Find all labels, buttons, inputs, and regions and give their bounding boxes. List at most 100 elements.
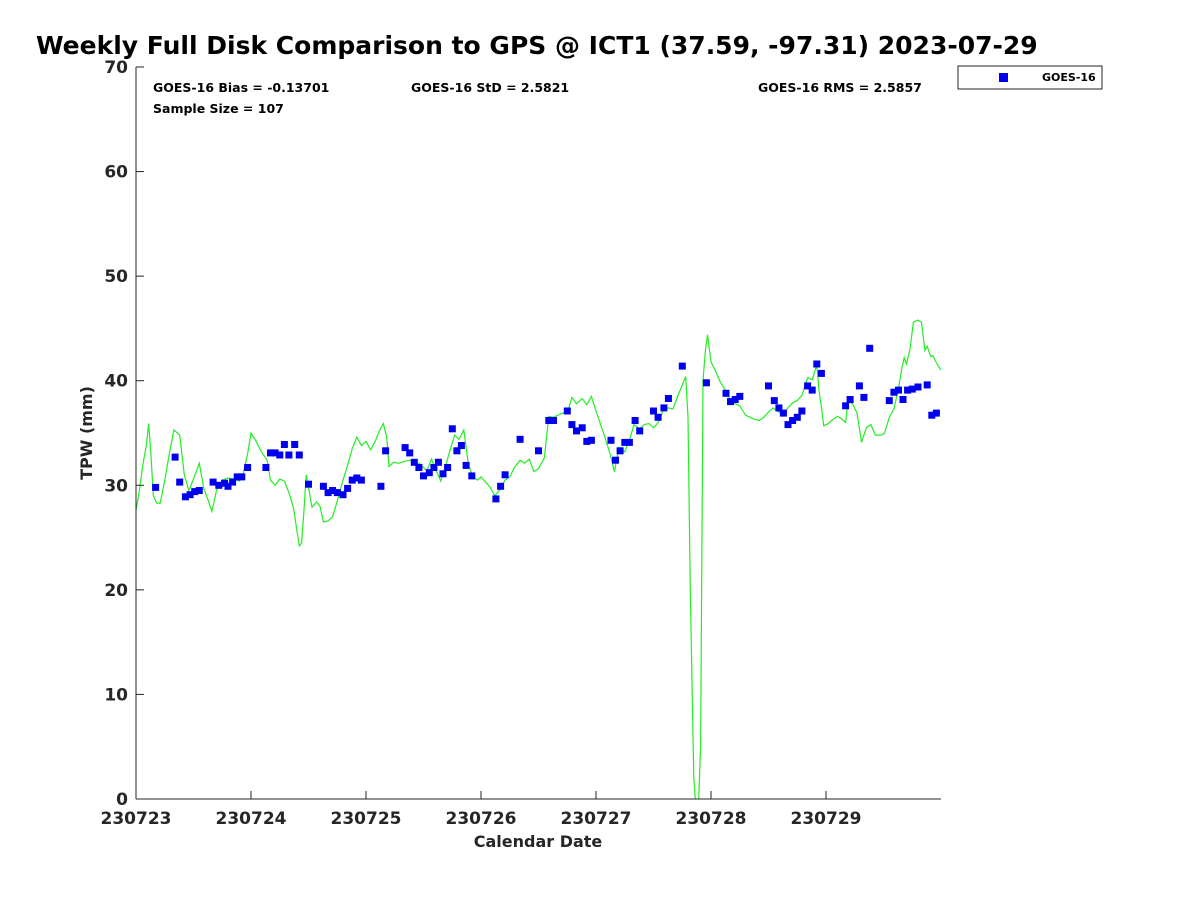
x-tick-label: 230725 [331, 809, 402, 829]
goes-16-point [305, 480, 312, 488]
goes-16-point [181, 493, 189, 501]
goes-16-point [357, 476, 365, 484]
goes-16-point [430, 464, 438, 471]
goes-16-point [770, 397, 778, 405]
goes-16-point [775, 404, 783, 412]
plot-background [136, 67, 941, 799]
goes-16-point [425, 469, 433, 477]
x-axis-ticks: 230723 230724 230725 230726 230727 230728 2307… [101, 791, 862, 829]
goes-16-point [233, 473, 241, 481]
goes-16-point [453, 447, 461, 455]
goes-16-point [631, 417, 639, 424]
goes-16-point [583, 437, 591, 445]
goes-16-point [804, 382, 812, 390]
goes-16-point [731, 396, 739, 403]
y-tick-label: 60 [104, 163, 128, 183]
goes-16-point [908, 385, 916, 393]
goes-16-point [229, 478, 237, 486]
goes-16-point [382, 447, 390, 455]
y-axis-ticks: 0 10 20 30 40 50 60 70 [104, 58, 144, 810]
x-tick-label: 230723 [101, 809, 172, 829]
goes-16-point [444, 464, 452, 471]
goes-16-point [660, 404, 668, 412]
y-tick-label: 10 [104, 685, 128, 705]
goes-16-point [267, 449, 274, 457]
goes-16-point [195, 487, 203, 494]
goes-16-point [406, 449, 414, 457]
sample-size-stat: Sample Size = 107 [153, 101, 284, 116]
goes-16-point [224, 482, 232, 490]
goes-16-point [415, 464, 423, 471]
y-tick-label: 40 [104, 372, 128, 392]
goes-16-point [664, 395, 672, 402]
goes-16-point [784, 421, 792, 429]
goes-16-point [621, 438, 629, 446]
goes-16-point [152, 483, 160, 491]
goes-16-point [736, 392, 744, 400]
goes-16-point [612, 456, 619, 464]
legend: GOES-16 [957, 65, 1103, 90]
goes-16-point [928, 411, 936, 419]
goes-16-point [855, 382, 863, 390]
goes-16-point [765, 382, 772, 390]
goes-16-point [244, 464, 252, 471]
goes-16-point [457, 442, 465, 449]
goes-16-point [420, 472, 427, 480]
goes-16-point [271, 449, 279, 457]
rms-stat: GOES-16 RMS = 2.5857 [758, 80, 922, 95]
goes-16-point [678, 362, 686, 370]
goes-16-point [344, 484, 352, 492]
goes-16-point [890, 388, 898, 396]
goes-16-point [516, 435, 524, 443]
goes-16-point [276, 451, 284, 459]
y-tick-label: 20 [104, 581, 128, 601]
goes-16-series [152, 344, 940, 503]
goes-16-point [377, 482, 385, 490]
goes-16-point [587, 436, 595, 444]
legend-marker [999, 73, 1008, 82]
goes-16-point [468, 472, 476, 480]
goes-16-point [798, 407, 806, 415]
goes-16-point [914, 383, 922, 391]
goes-16-point [625, 438, 633, 446]
goes-16-point [333, 489, 341, 497]
goes-16-point [904, 386, 912, 394]
y-tick-label: 50 [104, 267, 128, 287]
goes-16-point [492, 495, 500, 503]
x-tick-label: 230729 [791, 809, 862, 829]
goes-16-point [578, 424, 586, 432]
goes-16-point [501, 471, 509, 479]
y-tick-label: 0 [116, 790, 128, 810]
goes-16-point [339, 491, 347, 499]
goes-16-point [280, 441, 288, 448]
legend-label: GOES-16 [1042, 71, 1096, 84]
bias-stat: GOES-16 Bias = -0.13701 [153, 80, 329, 95]
goes-16-point [497, 482, 505, 490]
goes-16-point [885, 397, 893, 405]
goes-16-point [410, 458, 418, 466]
goes-16-point [462, 461, 470, 469]
axes [135, 67, 941, 800]
y-tick-label: 70 [104, 58, 128, 78]
goes-16-point [923, 381, 931, 389]
goes-16-point [348, 476, 356, 484]
goes-16-point [563, 407, 571, 415]
y-tick-label: 30 [104, 476, 128, 496]
goes-16-point [899, 396, 907, 403]
goes-16-point [573, 427, 580, 435]
goes-16-point [817, 369, 825, 377]
x-tick-label: 230728 [676, 809, 747, 829]
x-tick-label: 230727 [561, 809, 632, 829]
goes-16-point [353, 474, 361, 482]
std-stat: GOES-16 StD = 2.5821 [411, 80, 569, 95]
chart-title: Weekly Full Disk Comparison to GPS @ ICT… [36, 31, 1038, 60]
goes-16-point [607, 436, 615, 444]
goes-16-point [568, 421, 576, 429]
x-tick-label: 230724 [216, 809, 287, 829]
goes-16-point [291, 441, 299, 448]
goes-16-point [535, 447, 542, 455]
goes-16-point [238, 473, 246, 481]
gps-line [136, 319, 941, 799]
goes-16-point [186, 491, 194, 499]
